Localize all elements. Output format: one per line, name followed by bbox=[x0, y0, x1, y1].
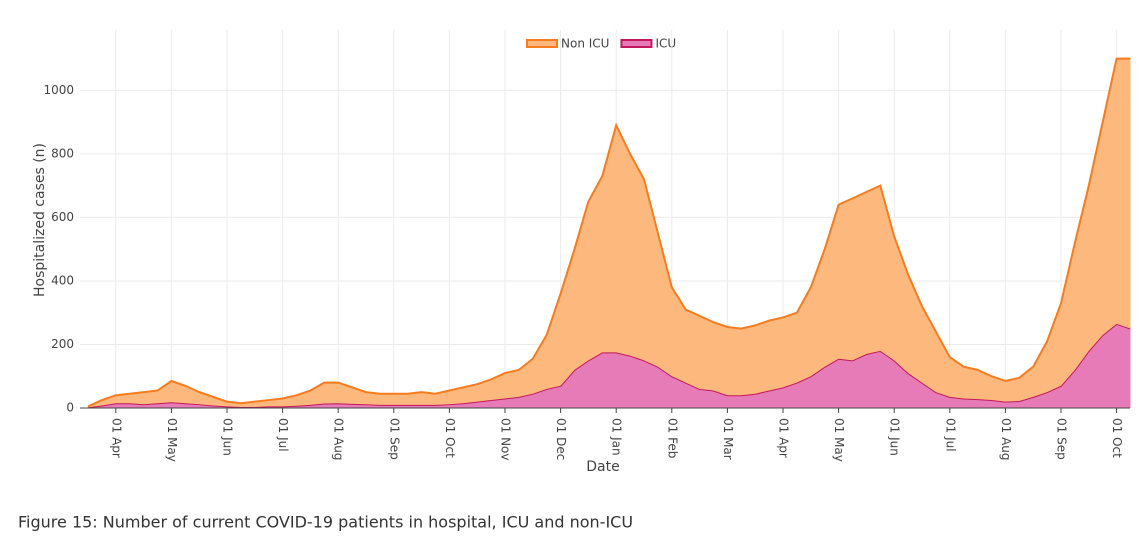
y-tick-label: 800 bbox=[51, 146, 74, 160]
area bbox=[88, 58, 1131, 408]
legend: Non ICU ICU bbox=[526, 37, 676, 51]
x-tick-label: 01 Sep bbox=[387, 418, 401, 460]
x-tick-label: 01 Aug bbox=[999, 418, 1013, 461]
legend-swatch bbox=[620, 39, 653, 48]
y-axis-title: Hospitalized cases (n) bbox=[32, 143, 48, 297]
x-tick-label: 01 Sep bbox=[1055, 418, 1069, 460]
y-tick-label: 0 bbox=[66, 401, 74, 415]
legend-label: Non ICU bbox=[561, 37, 609, 51]
x-tick-label: 01 Oct bbox=[443, 418, 457, 458]
x-tick-label: 01 Dec bbox=[554, 418, 568, 460]
x-tick-label: 01 May bbox=[165, 418, 179, 462]
x-tick-label: 01 Oct bbox=[1110, 418, 1124, 458]
y-tick-label: 200 bbox=[51, 337, 74, 351]
x-tick-label: 01 Jul bbox=[276, 418, 290, 452]
area bbox=[88, 323, 1131, 408]
x-tick-label: 01 May bbox=[832, 418, 846, 462]
x-tick-label: 01 Jun bbox=[221, 418, 235, 456]
x-tick-label: 01 Aug bbox=[332, 418, 346, 461]
legend-label: ICU bbox=[655, 37, 676, 51]
x-tick-label: 01 Jun bbox=[888, 418, 902, 456]
y-tick-label: 600 bbox=[51, 210, 74, 224]
x-tick-label: 01 Jan bbox=[610, 418, 624, 456]
legend-swatch bbox=[526, 39, 558, 48]
y-tick-label: 400 bbox=[51, 273, 74, 287]
x-tick-label: 01 Feb bbox=[665, 418, 679, 458]
x-tick-label: 01 Mar bbox=[721, 418, 735, 460]
x-tick-label: 01 Nov bbox=[499, 418, 513, 461]
x-axis-title: Date bbox=[586, 459, 619, 475]
caption: Figure 15: Number of current COVID-19 pa… bbox=[18, 513, 633, 532]
area-line bbox=[87, 57, 1131, 408]
x-tick-label: 01 Apr bbox=[109, 418, 123, 458]
area-line bbox=[87, 322, 1131, 409]
y-tick-label: 1000 bbox=[43, 83, 74, 97]
x-tick-label: 01 Apr bbox=[777, 418, 791, 458]
x-tick-label: 01 Jul bbox=[943, 418, 957, 452]
